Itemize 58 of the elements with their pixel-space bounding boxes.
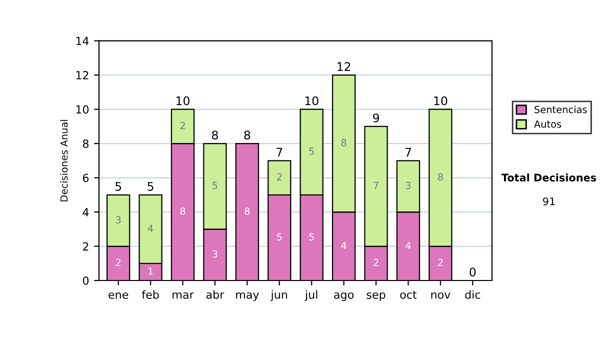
x-tick-label: feb (142, 290, 159, 299)
x-tick-label: dic (465, 290, 480, 299)
data-label: 8 (341, 138, 346, 146)
data-label: 5 (212, 182, 218, 190)
data-label: 2 (277, 173, 282, 180)
data-label: 2 (374, 258, 378, 266)
x-tick-label: ago (334, 292, 354, 301)
y-tick-label: 10 (76, 105, 89, 114)
data-label: 3 (406, 182, 411, 190)
total-label: 9 (373, 113, 379, 122)
data-label: 1 (148, 268, 153, 275)
data-label: 2 (116, 258, 120, 266)
data-label: 3 (212, 250, 218, 258)
data-label: 8 (180, 207, 186, 215)
data-label: 2 (180, 122, 185, 130)
y-tick-label: 4 (82, 208, 89, 216)
total-label: 7 (276, 148, 282, 156)
data-label: 3 (116, 216, 121, 224)
y-tick-label: 2 (83, 242, 88, 250)
x-tick-label: sep (366, 292, 386, 301)
data-label: 8 (438, 173, 443, 181)
y-tick-label: 14 (76, 36, 89, 46)
y-tick-label: 8 (82, 140, 89, 148)
total-label: 0 (470, 268, 476, 276)
total-label: 10 (305, 96, 318, 106)
total-label: 5 (115, 182, 122, 191)
x-tick-label: jul (304, 290, 318, 301)
y-tick-label: 12 (76, 71, 88, 80)
x-tick-label: may (236, 292, 259, 301)
x-tick-label: nov (431, 292, 450, 299)
data-label: 2 (438, 258, 443, 266)
x-tick-label: abr (206, 290, 224, 299)
y-axis-title: Decisiones Anual (60, 120, 68, 202)
total-label: 12 (338, 62, 350, 71)
total-label: 7 (405, 148, 411, 156)
total-label: 10 (434, 96, 448, 106)
data-label: 5 (277, 233, 282, 241)
legend-label: Sentencias (534, 106, 587, 114)
data-label: 5 (309, 148, 314, 155)
data-label: 5 (309, 233, 314, 241)
x-tick-label: jun (270, 290, 288, 301)
x-tick-label: mar (172, 292, 194, 299)
total-label: 5 (148, 182, 154, 191)
text: Total Decisiones (501, 173, 596, 182)
y-tick-label: 6 (82, 174, 89, 182)
text: 91 (543, 197, 555, 206)
legend-label: Autos (534, 120, 562, 128)
x-tick-label: oct (400, 290, 417, 299)
data-label: 8 (244, 207, 250, 215)
x-tick-label: ene (108, 292, 128, 299)
data-label: 7 (374, 182, 378, 190)
data-label: 4 (406, 242, 411, 249)
total-label: 8 (212, 130, 218, 140)
total-label: 10 (176, 96, 190, 106)
total-label: 8 (244, 130, 250, 140)
y-tick-label: 0 (82, 276, 89, 285)
data-label: 4 (341, 242, 346, 249)
data-label: 4 (148, 224, 154, 232)
